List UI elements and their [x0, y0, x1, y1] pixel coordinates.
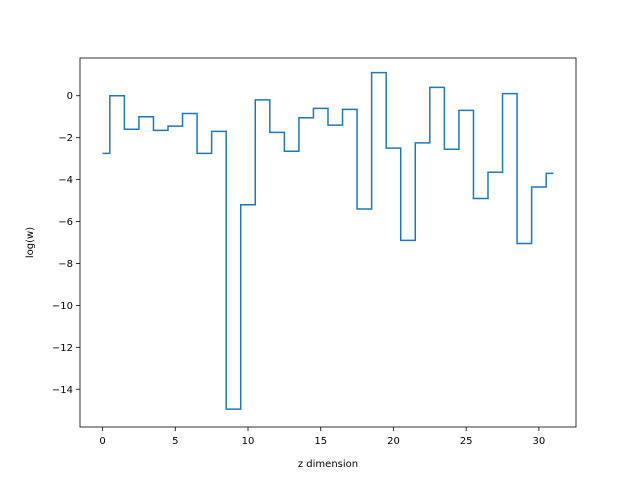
plot-area	[102, 71, 554, 410]
x-axis-label: z dimension	[298, 459, 358, 470]
y-tick-label: −6	[58, 217, 73, 228]
x-tick-label: 5	[172, 436, 178, 447]
x-tick-label: 20	[387, 436, 400, 447]
x-tick-label: 30	[533, 436, 546, 447]
x-tick-label: 15	[314, 436, 327, 447]
y-axis-ticks: 0 −2 −4 −6 −8 −10 −12 −14	[52, 91, 80, 396]
data-series-line	[102, 71, 554, 410]
x-tick-label: 10	[242, 436, 255, 447]
y-tick-label: 0	[67, 91, 73, 102]
y-tick-label: −12	[52, 343, 73, 354]
y-tick-label: −4	[58, 175, 73, 186]
y-axis-label: log(w)	[25, 227, 36, 258]
x-tick-label: 25	[460, 436, 473, 447]
y-tick-label: −2	[58, 133, 73, 144]
x-tick-label: 0	[99, 436, 105, 447]
x-axis-ticks: 0 5 10 15 20 25 30	[99, 427, 545, 447]
y-tick-label: −14	[52, 385, 73, 396]
y-tick-label: −10	[52, 301, 73, 312]
axes-frame	[79, 57, 577, 428]
y-tick-label: −8	[58, 259, 73, 270]
